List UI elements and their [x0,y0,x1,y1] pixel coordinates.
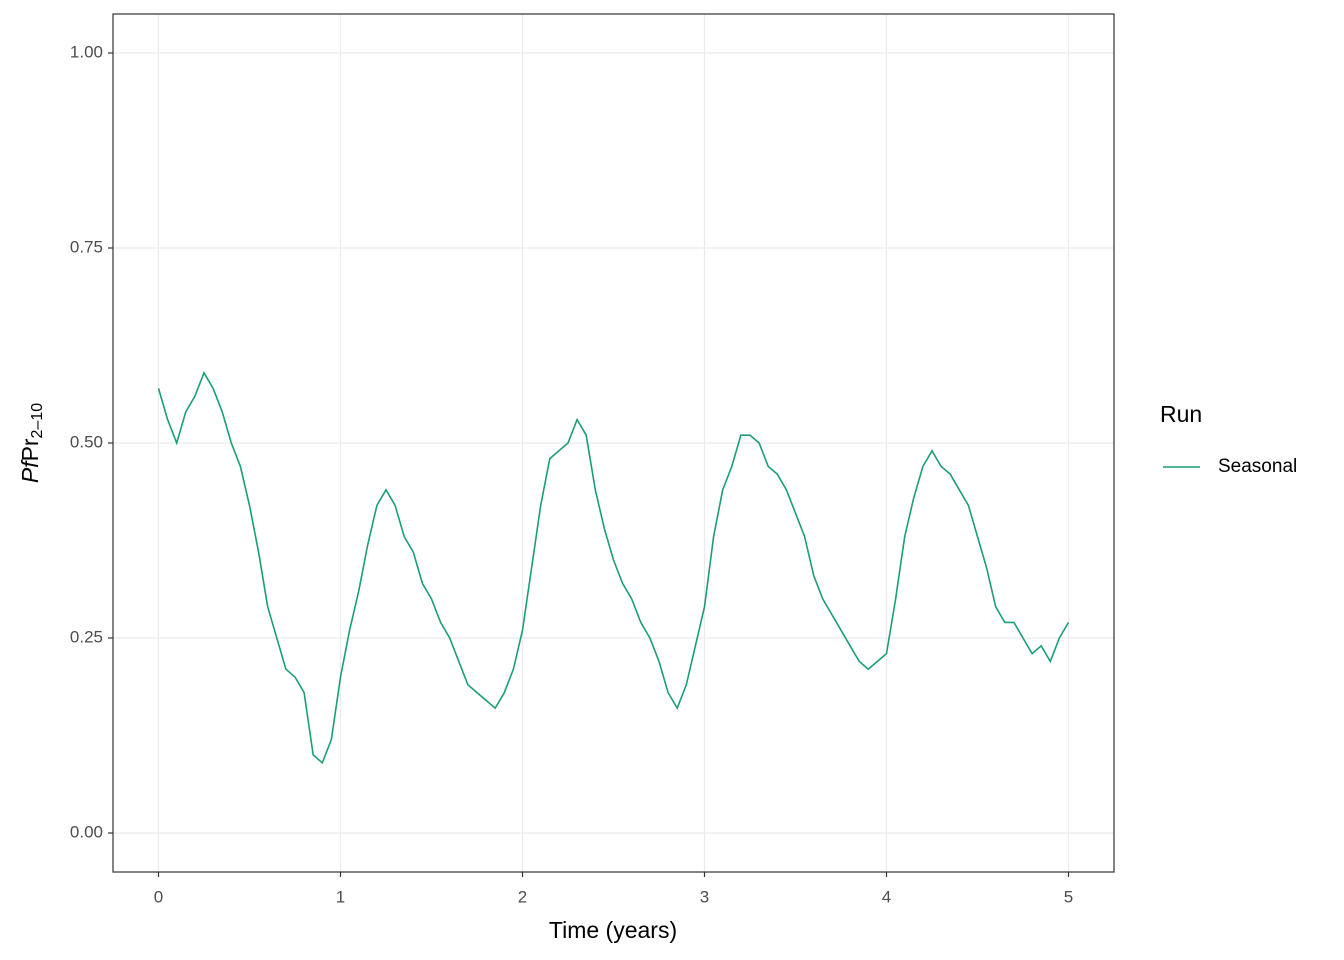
x-tick-label: 1 [336,887,345,906]
y-tick-label: 0.75 [70,237,103,256]
x-tick-label: 0 [154,887,163,906]
y-axis-title: PfPr2–10 [17,403,46,483]
y-title-italic: Pf [17,459,43,483]
y-tick-label: 0.25 [70,627,103,646]
legend-label: Seasonal [1218,456,1297,477]
y-title-main: Pr [17,438,43,461]
x-axis-title: Time (years) [549,917,677,943]
y-tick-label: 0.50 [70,432,103,451]
x-tick-label: 5 [1064,887,1073,906]
legend-title: Run [1160,401,1202,427]
plot-border [112,13,1115,873]
y-tick-label: 1.00 [70,42,103,61]
x-tick-label: 4 [882,887,891,906]
y-tick-label: 0.00 [70,822,103,841]
y-title-sub: 2–10 [29,403,46,439]
x-tick-label: 3 [700,887,709,906]
x-tick-label: 2 [518,887,527,906]
data-line [157,370,1070,765]
